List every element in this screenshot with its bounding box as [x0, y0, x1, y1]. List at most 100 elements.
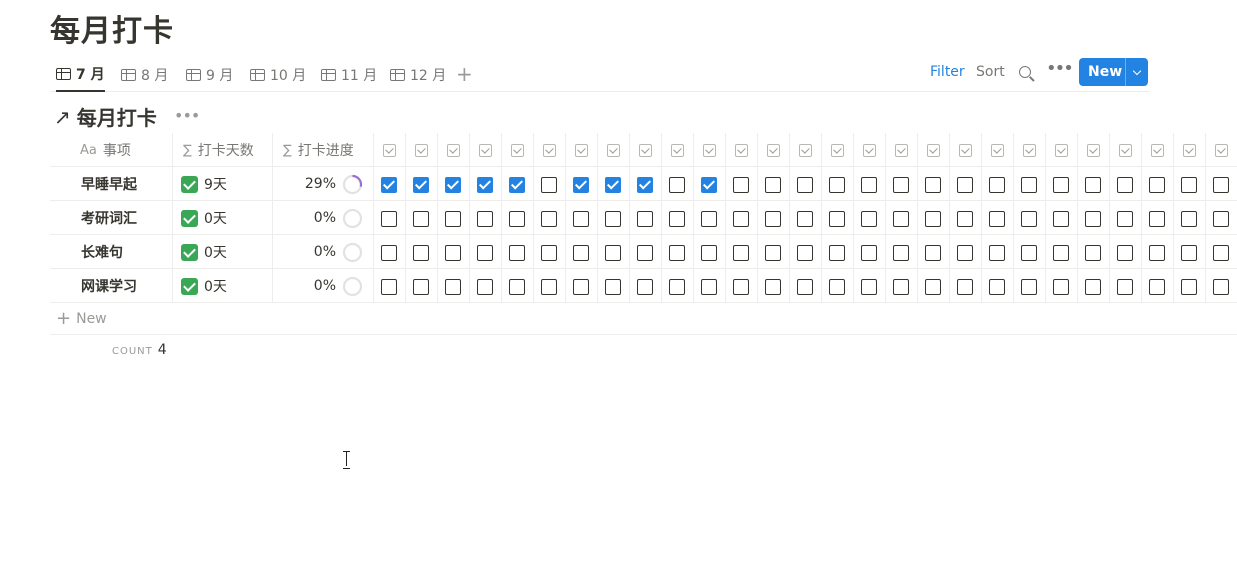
- day-checkbox[interactable]: [1213, 279, 1229, 295]
- day-checkbox[interactable]: [829, 245, 845, 261]
- day-checkbox[interactable]: [509, 245, 525, 261]
- day-checkbox[interactable]: [1085, 279, 1101, 295]
- day-checkbox[interactable]: [1149, 211, 1165, 227]
- day-checkbox[interactable]: [893, 279, 909, 295]
- checkbox-column-header[interactable]: [1087, 144, 1100, 157]
- day-checkbox[interactable]: [445, 279, 461, 295]
- checkbox-column-header[interactable]: [575, 144, 588, 157]
- day-checkbox[interactable]: [829, 177, 845, 193]
- day-checkbox[interactable]: [1053, 279, 1069, 295]
- checkbox-column-header[interactable]: [447, 144, 460, 157]
- day-checkbox[interactable]: [861, 211, 877, 227]
- day-checkbox[interactable]: [445, 245, 461, 261]
- filter-button[interactable]: Filter: [930, 64, 965, 80]
- checkbox-column-header[interactable]: [863, 144, 876, 157]
- day-checkbox[interactable]: [797, 279, 813, 295]
- day-checkbox[interactable]: [573, 211, 589, 227]
- chevron-down-icon[interactable]: [1126, 58, 1148, 86]
- new-button[interactable]: New: [1079, 58, 1148, 86]
- day-checkbox[interactable]: [637, 279, 653, 295]
- day-checkbox[interactable]: [1021, 177, 1037, 193]
- day-checkbox[interactable]: [573, 279, 589, 295]
- day-checkbox[interactable]: [477, 245, 493, 261]
- day-checkbox[interactable]: [797, 245, 813, 261]
- day-checkbox[interactable]: [1085, 211, 1101, 227]
- checkbox-column-header[interactable]: [1151, 144, 1164, 157]
- day-checkbox[interactable]: [861, 177, 877, 193]
- checkbox-column-header[interactable]: [511, 144, 524, 157]
- day-checkbox[interactable]: [989, 245, 1005, 261]
- day-checkbox[interactable]: [413, 177, 429, 193]
- day-checkbox[interactable]: [381, 279, 397, 295]
- day-checkbox[interactable]: [1085, 177, 1101, 193]
- checkbox-column-header[interactable]: [639, 144, 652, 157]
- day-checkbox[interactable]: [765, 211, 781, 227]
- day-checkbox[interactable]: [925, 177, 941, 193]
- add-view-icon[interactable]: +: [456, 62, 473, 86]
- day-checkbox[interactable]: [1021, 211, 1037, 227]
- day-checkbox[interactable]: [989, 211, 1005, 227]
- checkbox-column-header[interactable]: [895, 144, 908, 157]
- search-icon[interactable]: [1019, 66, 1031, 78]
- row-title[interactable]: 长难句: [81, 245, 123, 261]
- day-checkbox[interactable]: [1117, 279, 1133, 295]
- day-checkbox[interactable]: [1053, 177, 1069, 193]
- tab-october[interactable]: 10 月: [250, 58, 306, 92]
- database-more-icon[interactable]: •••: [174, 106, 200, 125]
- day-checkbox[interactable]: [605, 211, 621, 227]
- day-checkbox[interactable]: [765, 279, 781, 295]
- checkbox-column-header[interactable]: [735, 144, 748, 157]
- day-checkbox[interactable]: [1117, 177, 1133, 193]
- checkbox-column-header[interactable]: [383, 144, 396, 157]
- checkbox-column-header[interactable]: [703, 144, 716, 157]
- day-checkbox[interactable]: [1181, 177, 1197, 193]
- checkbox-column-header[interactable]: [671, 144, 684, 157]
- day-checkbox[interactable]: [733, 279, 749, 295]
- day-checkbox[interactable]: [733, 245, 749, 261]
- day-checkbox[interactable]: [573, 245, 589, 261]
- day-checkbox[interactable]: [1181, 279, 1197, 295]
- day-checkbox[interactable]: [669, 279, 685, 295]
- tab-november[interactable]: 11 月: [321, 58, 377, 92]
- day-checkbox[interactable]: [893, 245, 909, 261]
- checkbox-column-header[interactable]: [1119, 144, 1132, 157]
- day-checkbox[interactable]: [829, 279, 845, 295]
- database-title[interactable]: ↗ 每月打卡: [54, 104, 157, 131]
- checkbox-column-header[interactable]: [1215, 144, 1228, 157]
- checkbox-column-header[interactable]: [767, 144, 780, 157]
- day-checkbox[interactable]: [989, 177, 1005, 193]
- day-checkbox[interactable]: [1149, 279, 1165, 295]
- day-checkbox[interactable]: [1213, 177, 1229, 193]
- day-checkbox[interactable]: [1053, 245, 1069, 261]
- day-checkbox[interactable]: [413, 245, 429, 261]
- day-checkbox[interactable]: [1021, 245, 1037, 261]
- day-checkbox[interactable]: [381, 177, 397, 193]
- day-checkbox[interactable]: [925, 245, 941, 261]
- day-checkbox[interactable]: [797, 177, 813, 193]
- day-checkbox[interactable]: [445, 211, 461, 227]
- day-checkbox[interactable]: [605, 245, 621, 261]
- day-checkbox[interactable]: [861, 245, 877, 261]
- day-checkbox[interactable]: [861, 279, 877, 295]
- day-checkbox[interactable]: [1149, 177, 1165, 193]
- new-row-button[interactable]: + New: [50, 303, 1237, 335]
- day-checkbox[interactable]: [957, 211, 973, 227]
- day-checkbox[interactable]: [637, 245, 653, 261]
- day-checkbox[interactable]: [381, 245, 397, 261]
- day-checkbox[interactable]: [1117, 211, 1133, 227]
- day-checkbox[interactable]: [893, 177, 909, 193]
- sort-button[interactable]: Sort: [976, 64, 1005, 80]
- day-checkbox[interactable]: [541, 279, 557, 295]
- day-checkbox[interactable]: [829, 211, 845, 227]
- day-checkbox[interactable]: [541, 211, 557, 227]
- day-checkbox[interactable]: [1181, 245, 1197, 261]
- day-checkbox[interactable]: [669, 245, 685, 261]
- checkbox-column-header[interactable]: [799, 144, 812, 157]
- day-checkbox[interactable]: [477, 211, 493, 227]
- day-checkbox[interactable]: [1021, 279, 1037, 295]
- row-title[interactable]: 考研词汇: [81, 211, 137, 227]
- checkbox-column-header[interactable]: [607, 144, 620, 157]
- day-checkbox[interactable]: [957, 177, 973, 193]
- day-checkbox[interactable]: [477, 177, 493, 193]
- day-checkbox[interactable]: [957, 279, 973, 295]
